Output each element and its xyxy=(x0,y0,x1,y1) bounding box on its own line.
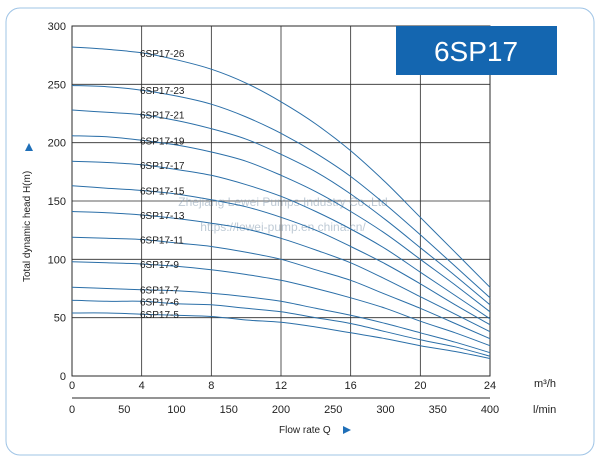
x-tick-label: 4 xyxy=(139,380,145,392)
x-secondary-tick-label: 50 xyxy=(118,404,130,416)
x-secondary-tick-label: 100 xyxy=(167,404,185,416)
curve-label: 6SP17-11 xyxy=(140,236,184,247)
curve-label: 6SP17-19 xyxy=(140,136,185,147)
title-box xyxy=(396,26,557,75)
chart-border xyxy=(5,7,595,456)
x-tick-label: 0 xyxy=(69,380,75,392)
x-secondary-tick-label: 250 xyxy=(324,404,342,416)
x-tick-label: 16 xyxy=(345,380,357,392)
y-axis-ticks: 0 50 100 150 200 250 300 xyxy=(48,21,66,383)
y-tick-label: 0 xyxy=(60,371,66,383)
x-axis-title: Flow rate Q xyxy=(279,425,331,436)
y-tick-label: 300 xyxy=(48,21,66,33)
y-tick-label: 200 xyxy=(48,138,66,150)
curve-label: 6SP17-7 xyxy=(140,286,179,297)
grid-lines xyxy=(72,26,490,376)
curve-6SP17-21 xyxy=(71,109,491,306)
x-secondary-tick-label: 150 xyxy=(220,404,238,416)
curve-6SP17-11 xyxy=(71,236,491,340)
y-tick-label: 50 xyxy=(54,313,66,325)
curve-6SP17-15 xyxy=(71,185,491,326)
curve-label: 6SP17-13 xyxy=(140,211,185,222)
curve-6SP17-17 xyxy=(71,160,491,320)
x-unit-primary: m³/h xyxy=(534,378,556,390)
x-secondary-tick-label: 0 xyxy=(69,404,75,416)
watermark-line-1: Zhejiang Lewei Pumps Industry Co.,Ltd xyxy=(178,195,387,209)
x-axis-secondary-ticks: 0 50 100 150 200 250 300 350 400 xyxy=(69,404,499,416)
x-tick-label: 20 xyxy=(414,380,426,392)
curve-6SP17-9 xyxy=(71,261,491,347)
x-unit-secondary: l/min xyxy=(533,404,556,416)
y-tick-label: 150 xyxy=(48,196,66,208)
curve-label: 6SP17-6 xyxy=(140,297,179,308)
curve-label: 6SP17-17 xyxy=(140,161,185,172)
curve-6SP17-13 xyxy=(71,211,491,333)
x-secondary-tick-label: 400 xyxy=(481,404,499,416)
curve-label: 6SP17-15 xyxy=(140,187,185,198)
x-secondary-tick-label: 300 xyxy=(376,404,394,416)
curve-labels: 6SP17-26 6SP17-23 6SP17-21 6SP17-19 6SP17-17… xyxy=(140,49,185,321)
x-tick-label: 24 xyxy=(484,380,496,392)
y-axis-title: Total dynamic head H(m) xyxy=(22,171,33,282)
curve-6SP17-5 xyxy=(71,312,491,359)
x-secondary-tick-label: 350 xyxy=(429,404,447,416)
x-tick-label: 12 xyxy=(275,380,287,392)
y-axis-arrow-icon xyxy=(25,143,33,151)
x-axis-ticks: 0 4 8 12 16 20 24 xyxy=(69,380,496,392)
curve-6SP17-7 xyxy=(71,286,491,354)
y-tick-label: 250 xyxy=(48,79,66,91)
curve-label: 6SP17-26 xyxy=(140,49,185,60)
watermark-line-2: https://lewei-pump.en.china.cn/ xyxy=(200,220,366,234)
x-secondary-tick-label: 200 xyxy=(272,404,290,416)
curve-6SP17-23 xyxy=(71,85,491,299)
x-axis-arrow-icon xyxy=(343,426,351,434)
performance-curves xyxy=(71,46,491,359)
y-tick-label: 100 xyxy=(48,254,66,266)
curve-label: 6SP17-23 xyxy=(140,86,185,97)
chart-title: 6SP17 xyxy=(434,36,518,67)
curve-6SP17-26 xyxy=(71,46,491,288)
curve-label: 6SP17-21 xyxy=(140,111,185,122)
x-tick-label: 8 xyxy=(208,380,214,392)
curve-label: 6SP17-5 xyxy=(140,310,179,321)
curve-label: 6SP17-9 xyxy=(140,260,179,271)
curve-6SP17-6 xyxy=(71,299,491,357)
curve-6SP17-19 xyxy=(71,135,491,313)
